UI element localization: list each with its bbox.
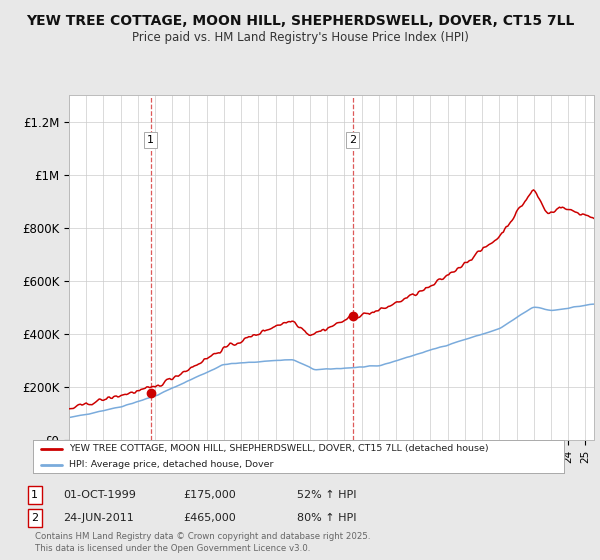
Text: YEW TREE COTTAGE, MOON HILL, SHEPHERDSWELL, DOVER, CT15 7LL (detached house): YEW TREE COTTAGE, MOON HILL, SHEPHERDSWE… [69,444,489,453]
Text: 52% ↑ HPI: 52% ↑ HPI [297,490,356,500]
Text: £175,000: £175,000 [183,490,236,500]
Text: 80% ↑ HPI: 80% ↑ HPI [297,513,356,523]
Text: 2: 2 [349,135,356,145]
Text: HPI: Average price, detached house, Dover: HPI: Average price, detached house, Dove… [69,460,274,469]
Text: 1: 1 [31,490,38,500]
Text: Price paid vs. HM Land Registry's House Price Index (HPI): Price paid vs. HM Land Registry's House … [131,31,469,44]
Text: 2: 2 [31,513,38,523]
Text: Contains HM Land Registry data © Crown copyright and database right 2025.
This d: Contains HM Land Registry data © Crown c… [35,533,370,553]
Text: YEW TREE COTTAGE, MOON HILL, SHEPHERDSWELL, DOVER, CT15 7LL: YEW TREE COTTAGE, MOON HILL, SHEPHERDSWE… [26,14,574,28]
Text: 01-OCT-1999: 01-OCT-1999 [63,490,136,500]
Text: £465,000: £465,000 [183,513,236,523]
Text: 1: 1 [147,135,154,145]
Text: 24-JUN-2011: 24-JUN-2011 [63,513,134,523]
